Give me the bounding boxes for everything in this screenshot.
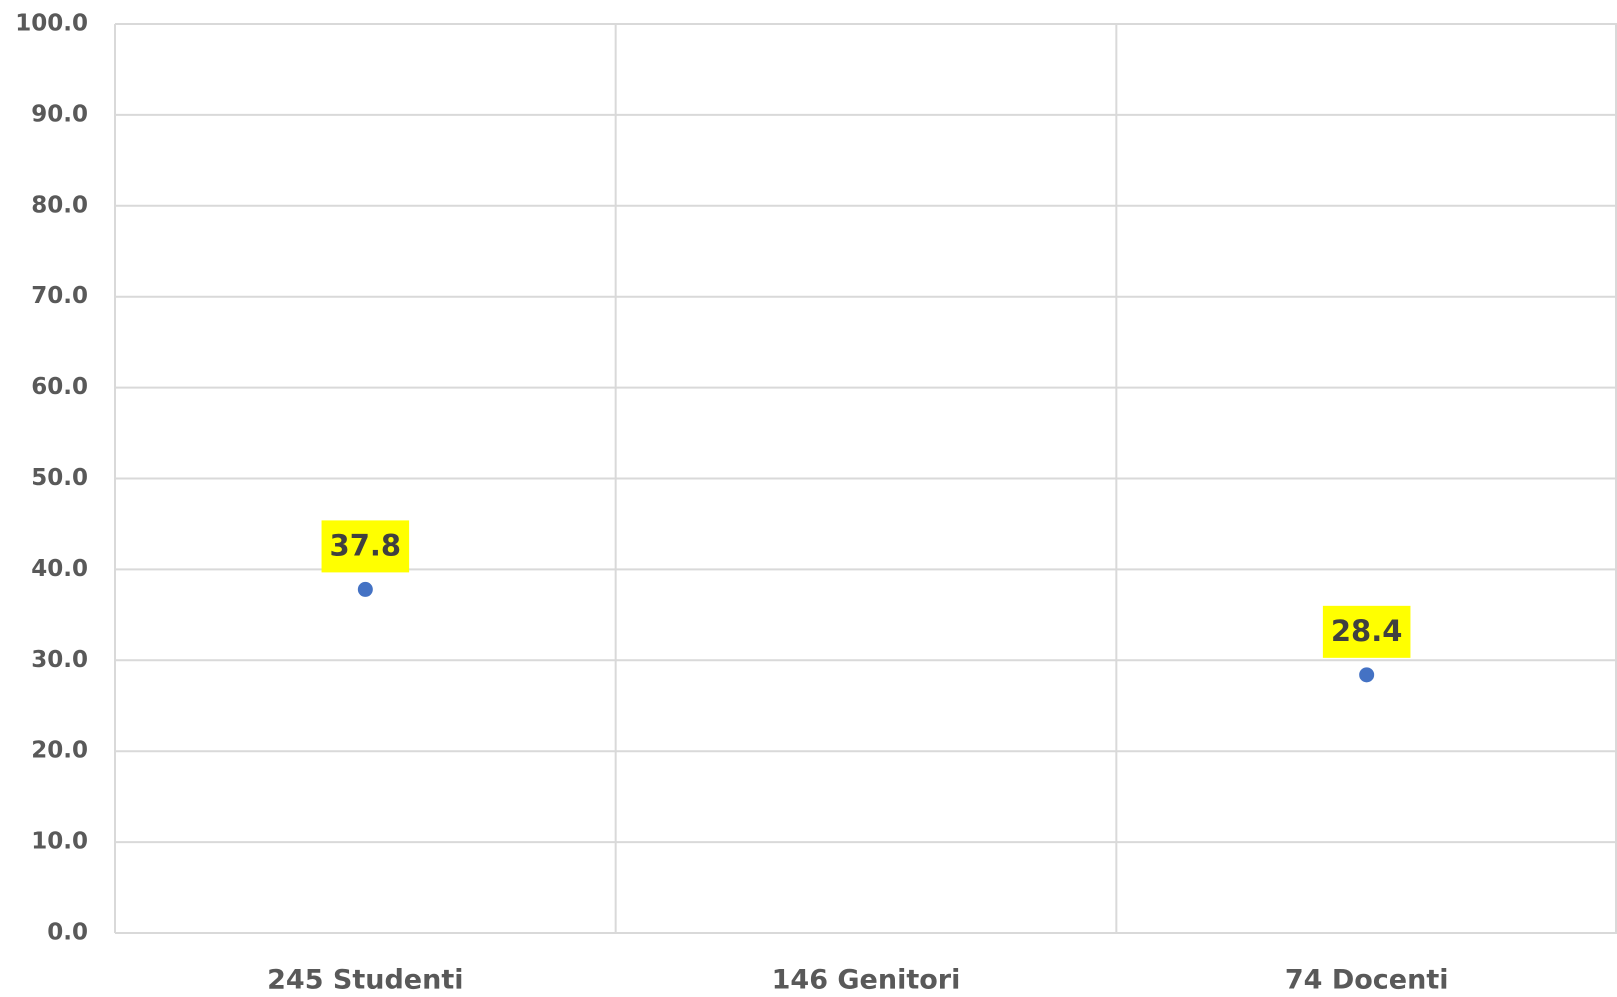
data-label-background xyxy=(1322,605,1411,658)
y-tick-label: 100.0 xyxy=(15,11,88,37)
data-label: 28.4 xyxy=(1331,614,1403,648)
y-tick-label: 90.0 xyxy=(31,101,88,127)
y-tick-label: 10.0 xyxy=(31,829,88,855)
y-tick-label: 40.0 xyxy=(31,556,88,582)
data-label: 37.8 xyxy=(330,528,402,562)
x-tick-label: 74 Docenti xyxy=(1285,965,1449,996)
y-tick-label: 30.0 xyxy=(31,647,88,673)
x-tick-label: 146 Genitori xyxy=(772,965,961,996)
y-tick-label: 0.0 xyxy=(47,920,88,946)
data-point xyxy=(1359,667,1375,683)
y-tick-label: 60.0 xyxy=(31,374,88,400)
y-tick-label: 70.0 xyxy=(31,283,88,309)
y-tick-label: 20.0 xyxy=(31,738,88,764)
x-tick-label: 245 Studenti xyxy=(267,965,463,996)
data-label-background xyxy=(321,520,410,573)
data-point xyxy=(357,581,373,597)
y-tick-label: 50.0 xyxy=(31,465,88,491)
y-tick-label: 80.0 xyxy=(31,192,88,218)
